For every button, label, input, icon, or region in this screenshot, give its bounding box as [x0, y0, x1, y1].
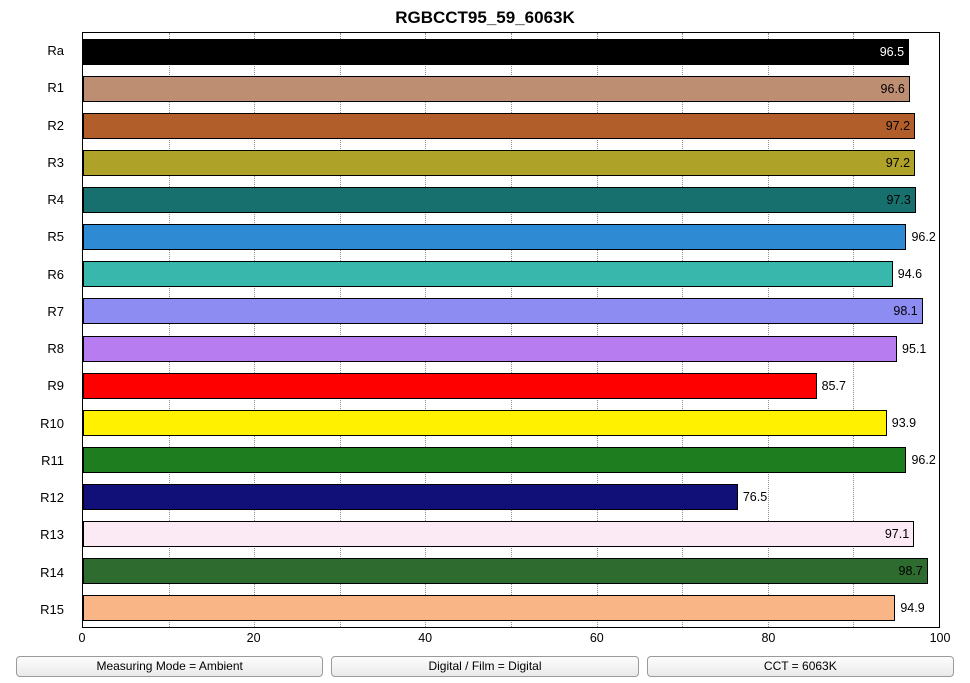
- bar-r7: 98.1: [83, 298, 923, 325]
- value-label: 93.9: [891, 415, 917, 430]
- chart-title: RGBCCT95_59_6063K: [395, 8, 575, 27]
- bar-row: 95.1: [83, 330, 939, 367]
- digital-film-button[interactable]: Digital / Film = Digital: [331, 656, 639, 677]
- gridline: [339, 33, 341, 627]
- bar-r13: 97.1: [83, 521, 915, 548]
- ytick-r5: R5: [47, 229, 64, 245]
- gridline: [425, 33, 427, 627]
- status-bar: Measuring Mode = Ambient Digital / Film …: [16, 656, 954, 677]
- ytick-r2: R2: [47, 117, 64, 133]
- xtick-60: 60: [589, 631, 604, 645]
- ytick-r1: R1: [47, 80, 64, 96]
- bar-row: 97.1: [83, 516, 939, 553]
- bar-r9: [83, 372, 817, 399]
- xtick-0: 0: [78, 631, 86, 645]
- value-label: 97.2: [885, 155, 911, 170]
- ytick-r12: R12: [40, 490, 64, 506]
- gridline: [254, 33, 256, 627]
- value-label: 96.2: [911, 452, 936, 467]
- bar-row: 93.9: [83, 404, 939, 441]
- bar-r2: 97.2: [83, 112, 916, 139]
- bar-row: 94.6: [83, 256, 939, 293]
- bar-row: 96.5: [83, 33, 939, 70]
- ytick-r4: R4: [47, 192, 64, 208]
- value-label: 95.1: [902, 341, 927, 356]
- value-label: 94.9: [900, 601, 925, 616]
- bar-r4: 97.3: [83, 187, 916, 214]
- bar-row: 76.5: [83, 479, 939, 516]
- ytick-r3: R3: [47, 154, 64, 170]
- bar-r1: 96.6: [83, 75, 910, 102]
- bar-r12: [83, 484, 738, 511]
- bar-row: 94.9: [83, 590, 939, 627]
- bar-row: 98.1: [83, 293, 939, 330]
- gridline: [596, 33, 598, 627]
- ytick-ra: Ra: [47, 43, 64, 59]
- xtick-100: 100: [929, 631, 951, 645]
- value-label: 85.7: [821, 378, 846, 393]
- xtick-20: 20: [246, 631, 261, 645]
- xtick-80: 80: [761, 631, 776, 645]
- value-label: 96.6: [880, 81, 905, 96]
- bar-ra: 96.5: [83, 38, 910, 65]
- bar-r15: [83, 595, 896, 622]
- value-label: 96.2: [911, 230, 936, 245]
- bar-r5: [83, 224, 907, 251]
- bar-row: 97.2: [83, 107, 939, 144]
- gridline: [511, 33, 512, 627]
- bar-row: 96.2: [83, 441, 939, 478]
- cct-button[interactable]: CCT = 6063K: [646, 656, 954, 677]
- value-label: 97.2: [885, 118, 911, 133]
- gridline: [168, 33, 170, 627]
- ytick-r15: R15: [40, 601, 64, 617]
- value-label: 94.6: [897, 267, 923, 282]
- bar-r10: [83, 409, 887, 436]
- bar-row: 96.2: [83, 219, 939, 256]
- ytick-r14: R14: [40, 564, 64, 580]
- bar-row: 85.7: [83, 367, 939, 404]
- ytick-r8: R8: [47, 341, 64, 357]
- ytick-r6: R6: [47, 266, 64, 282]
- bar-row: 98.7: [83, 553, 939, 590]
- value-label: 76.5: [742, 490, 768, 505]
- bar-r8: [83, 335, 898, 362]
- ytick-r9: R9: [47, 378, 64, 394]
- value-label: 98.1: [893, 304, 918, 319]
- gridline: [767, 33, 769, 627]
- value-label: 96.5: [879, 44, 905, 59]
- bar-row: 97.3: [83, 182, 939, 219]
- x-axis: 0 20 40 60 80 100: [78, 631, 951, 649]
- value-label: 97.3: [886, 193, 911, 208]
- ytick-r10: R10: [40, 415, 64, 431]
- bar-row: 97.2: [83, 144, 939, 181]
- ytick-r7: R7: [47, 303, 64, 319]
- bar-r11: [83, 446, 907, 473]
- value-label: 97.1: [884, 527, 910, 542]
- xtick-40: 40: [418, 631, 433, 645]
- bar-r6: [83, 261, 893, 288]
- bar-row: 96.6: [83, 70, 939, 107]
- chart-area: 96.5 96.6 97.2 97.2 97.3 96.2 94.6 98.1 95.1 85.7…: [40, 32, 940, 628]
- gridline: [853, 33, 855, 627]
- bar-r3: 97.2: [83, 149, 916, 176]
- gridline: [682, 33, 684, 627]
- y-axis-labels: Ra R1 R2 R3 R4 R5 R6 R7 R8 R9 R10 R11 R12 R13 R14 R15: [0, 32, 74, 628]
- ytick-r13: R13: [40, 527, 64, 543]
- ytick-r11: R11: [41, 452, 64, 468]
- value-label: 98.7: [898, 564, 923, 579]
- plot-area: 96.5 96.6 97.2 97.2 97.3 96.2 94.6 98.1 95.1 85.7…: [82, 32, 940, 628]
- measuring-mode-button[interactable]: Measuring Mode = Ambient: [16, 656, 324, 677]
- bar-r14: 98.7: [83, 558, 928, 585]
